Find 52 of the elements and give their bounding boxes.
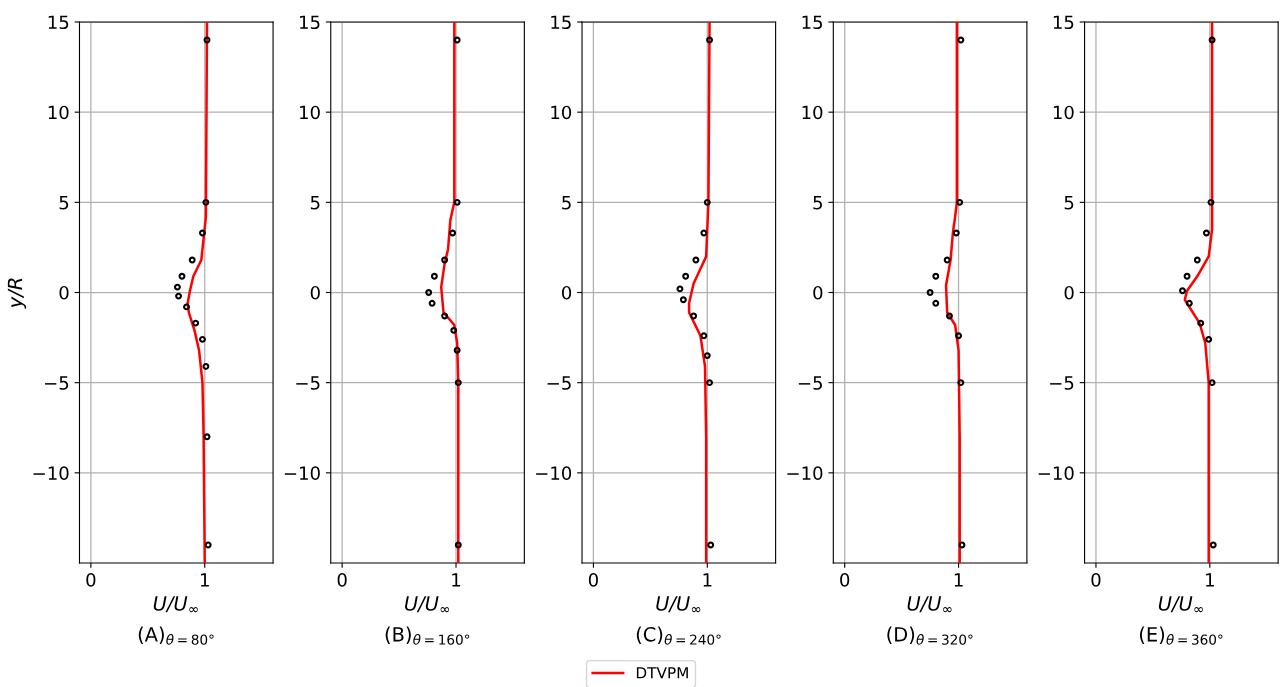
text: (C)$_{θ=240°}$ (636, 626, 721, 645)
y-tick-label: −10 (536, 466, 572, 480)
text: (E)$_{θ=360°}$ (1139, 626, 1223, 645)
x-tick-label: 0 (840, 573, 850, 587)
y-tick-label: 15 (1053, 15, 1074, 30)
y-tick-label: −10 (284, 466, 320, 480)
text: (B)$_{θ=160°}$ (385, 626, 470, 645)
y-tick-label: −10 (1038, 466, 1074, 480)
x-tick-label: 1 (703, 573, 712, 587)
y-tick-label: −5 (45, 376, 69, 390)
y-tick-label: 10 (1053, 105, 1074, 120)
y-tick-label: 15 (48, 15, 69, 30)
y-tick-label: 10 (802, 105, 823, 120)
x-axis-title: U/U$_{∞}$ (1158, 596, 1203, 613)
y-tick-label: −5 (296, 376, 320, 390)
x-tick-label: 0 (86, 573, 96, 587)
y-tick-label: −5 (547, 376, 571, 390)
x-tick-label: 1 (200, 573, 209, 587)
y-tick-label: −10 (33, 466, 69, 480)
y-tick-label: 15 (551, 15, 571, 30)
y-tick-label: 5 (1064, 196, 1074, 210)
y-tick-label: 15 (802, 15, 822, 30)
y-tick-label: 5 (59, 196, 69, 210)
x-axis-title: U/U$_{∞}$ (153, 596, 198, 613)
y-tick-label: 0 (562, 285, 572, 300)
y-tick-label: 0 (1064, 285, 1074, 300)
x-tick-label: 1 (954, 573, 963, 587)
x-tick-label: 0 (337, 573, 347, 587)
y-tick-label: 0 (59, 285, 69, 300)
x-tick-label: 1 (1206, 573, 1214, 587)
x-tick-label: 1 (452, 573, 461, 587)
y-tick-label: 10 (300, 105, 320, 120)
y-tick-label: 5 (813, 196, 822, 210)
x-axis-title: U/U$_{∞}$ (405, 596, 449, 613)
y-tick-label: 5 (562, 196, 571, 210)
y-tick-label: 0 (813, 285, 823, 300)
x-tick-label: 0 (588, 573, 598, 587)
y-tick-label: 10 (551, 105, 572, 120)
y-tick-label: 5 (310, 196, 320, 210)
y-tick-label: −5 (798, 376, 822, 390)
x-tick-label: 0 (1091, 573, 1101, 587)
y-tick-label: −5 (1050, 376, 1074, 390)
y-axis-title: y/R (7, 278, 27, 309)
y-tick-label: −10 (787, 466, 823, 480)
y-tick-label: 0 (310, 285, 320, 300)
text: (D)$_{θ=320°}$ (887, 626, 973, 645)
text: (A)$_{θ=80°}$ (138, 626, 214, 645)
y-tick-label: 10 (48, 105, 69, 120)
legend-label: DTVPM (636, 667, 688, 679)
x-axis-title: U/U$_{∞}$ (907, 596, 952, 613)
y-tick-label: 15 (300, 15, 320, 30)
x-axis-title: U/U$_{∞}$ (656, 596, 701, 613)
